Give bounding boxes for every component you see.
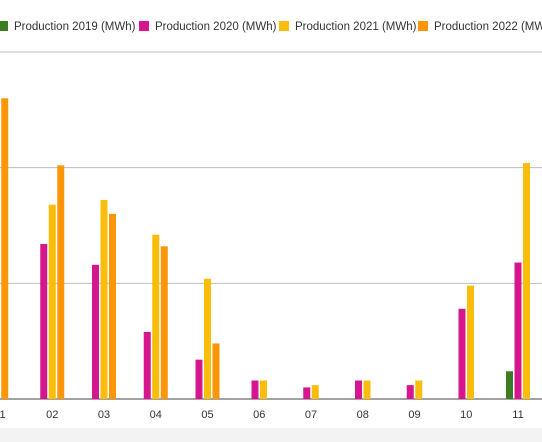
bar[interactable]	[514, 262, 522, 399]
bar[interactable]	[415, 380, 423, 399]
x-tick-label: 06	[253, 409, 265, 421]
bar[interactable]	[152, 234, 160, 399]
x-tick-label: 11	[512, 409, 523, 421]
bar[interactable]	[1, 98, 9, 400]
bar[interactable]	[57, 165, 65, 399]
bar[interactable]	[92, 264, 99, 399]
bar[interactable]	[523, 163, 530, 399]
legend-label: Production 2022 (MWh)	[434, 21, 542, 33]
bar[interactable]	[40, 244, 48, 399]
x-tick-label: 04	[150, 409, 162, 421]
x-tick-label: 1	[0, 409, 6, 421]
x-tick-label: 03	[98, 409, 110, 421]
bar[interactable]	[251, 380, 259, 399]
footer-band	[0, 428, 542, 442]
legend-swatch	[139, 21, 149, 31]
bar[interactable]	[109, 213, 116, 399]
x-axis-ticks: 1 02 03 04 05 06 07 08 09 10 11	[0, 409, 524, 421]
legend-swatch	[279, 21, 289, 31]
legend-item[interactable]: Production 2022 (MWh)	[418, 21, 542, 33]
chart-legend[interactable]: Production 2019 (MWh) Production 2020 (MW…	[0, 21, 542, 33]
x-tick-label: 10	[460, 409, 472, 421]
production-bar-chart: Production 2019 (MWh) Production 2020 (MW…	[0, 21, 542, 421]
bar[interactable]	[212, 343, 220, 399]
bar[interactable]	[406, 385, 414, 399]
bar[interactable]	[143, 331, 151, 399]
bar[interactable]	[204, 278, 211, 399]
bar[interactable]	[303, 387, 311, 399]
chart-gridlines	[0, 51, 542, 400]
x-tick-label: 02	[46, 409, 58, 421]
bar[interactable]	[260, 380, 267, 399]
legend-swatch	[418, 21, 428, 31]
bar[interactable]	[311, 385, 319, 399]
x-tick-label: 08	[357, 409, 369, 421]
bar[interactable]	[506, 371, 513, 399]
x-tick-label: 05	[201, 409, 213, 421]
bar[interactable]	[458, 308, 466, 399]
bar[interactable]	[195, 359, 203, 399]
chart-bars	[1, 98, 530, 400]
legend-label: Production 2020 (MWh)	[155, 21, 277, 33]
legend-label: Production 2021 (MWh)	[295, 21, 417, 33]
legend-item[interactable]: Production 2021 (MWh)	[279, 21, 417, 33]
legend-item[interactable]: Production 2019 (MWh)	[0, 21, 136, 33]
x-tick-label: 09	[408, 409, 420, 421]
bar[interactable]	[467, 285, 474, 399]
bar[interactable]	[363, 380, 371, 399]
bar[interactable]	[355, 380, 362, 399]
legend-swatch	[0, 21, 8, 31]
bar[interactable]	[100, 200, 108, 399]
bar[interactable]	[160, 246, 168, 399]
x-tick-label: 07	[305, 409, 317, 421]
legend-item[interactable]: Production 2020 (MWh)	[139, 21, 277, 33]
bar[interactable]	[48, 204, 56, 399]
legend-label: Production 2019 (MWh)	[14, 21, 136, 33]
